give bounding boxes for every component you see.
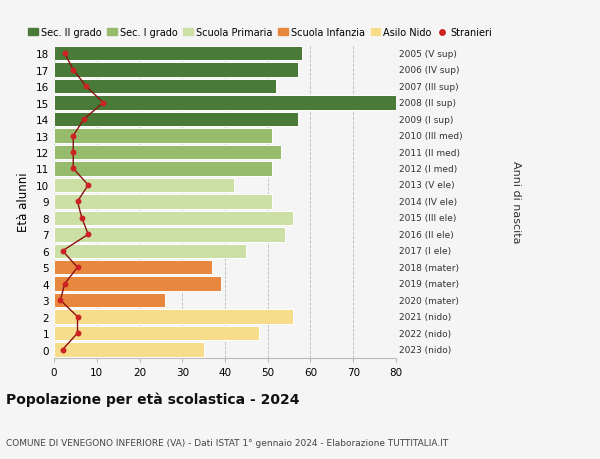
Bar [54, 146, 281, 160]
Bar [54, 310, 293, 324]
Point [56, 297, 65, 304]
Point [83, 182, 93, 189]
Text: 2012 (I med): 2012 (I med) [399, 165, 457, 174]
Text: 2005 (V sup): 2005 (V sup) [399, 50, 457, 59]
Bar [54, 342, 203, 357]
Bar [54, 129, 272, 144]
Point [68, 67, 78, 74]
Text: 2006 (IV sup): 2006 (IV sup) [399, 66, 460, 75]
Bar [54, 96, 396, 111]
Point [58, 346, 67, 353]
Bar [54, 195, 272, 209]
Bar [54, 112, 298, 127]
Legend: Sec. II grado, Sec. I grado, Scuola Primaria, Scuola Infanzia, Asilo Nido, Stran: Sec. II grado, Sec. I grado, Scuola Prim… [28, 28, 492, 38]
Point [73, 313, 82, 321]
Text: 2020 (mater): 2020 (mater) [399, 296, 459, 305]
Bar [54, 178, 233, 193]
Text: 2014 (IV ele): 2014 (IV ele) [399, 197, 457, 207]
Bar [54, 211, 293, 226]
Text: 2017 (I ele): 2017 (I ele) [399, 247, 451, 256]
Bar [54, 326, 259, 341]
Text: Popolazione per età scolastica - 2024: Popolazione per età scolastica - 2024 [6, 392, 299, 406]
Text: 2013 (V ele): 2013 (V ele) [399, 181, 455, 190]
Text: Anni di nascita: Anni di nascita [511, 161, 521, 243]
Bar [54, 260, 212, 275]
Y-axis label: Età alunni: Età alunni [17, 172, 31, 232]
Bar [54, 63, 298, 78]
Text: 2018 (mater): 2018 (mater) [399, 263, 459, 272]
Point [73, 264, 82, 271]
Bar [54, 244, 247, 258]
Point [83, 231, 93, 239]
Point [60, 280, 70, 288]
Point [68, 165, 78, 173]
Point [73, 198, 82, 206]
Text: 2011 (II med): 2011 (II med) [399, 148, 460, 157]
Text: 2008 (II sup): 2008 (II sup) [399, 99, 456, 108]
Text: 2019 (mater): 2019 (mater) [399, 280, 459, 289]
Text: 2009 (I sup): 2009 (I sup) [399, 115, 454, 124]
Text: 2016 (II ele): 2016 (II ele) [399, 230, 454, 239]
Bar [54, 293, 165, 308]
Point [73, 330, 82, 337]
Bar [54, 277, 221, 291]
Text: 2010 (III med): 2010 (III med) [399, 132, 463, 141]
Text: 2015 (III ele): 2015 (III ele) [399, 214, 457, 223]
Point [98, 100, 108, 107]
Point [68, 133, 78, 140]
Bar [54, 228, 285, 242]
Bar [54, 47, 302, 62]
Text: 2022 (nido): 2022 (nido) [399, 329, 451, 338]
Text: 2007 (III sup): 2007 (III sup) [399, 83, 458, 91]
Point [58, 247, 67, 255]
Point [77, 215, 86, 222]
Point [81, 83, 91, 90]
Text: COMUNE DI VENEGONO INFERIORE (VA) - Dati ISTAT 1° gennaio 2024 - Elaborazione TU: COMUNE DI VENEGONO INFERIORE (VA) - Dati… [6, 438, 448, 448]
Point [60, 50, 70, 58]
Bar [54, 162, 272, 176]
Point [79, 116, 89, 123]
Bar [54, 80, 276, 94]
Text: 2021 (nido): 2021 (nido) [399, 313, 451, 321]
Text: 2023 (nido): 2023 (nido) [399, 345, 451, 354]
Point [68, 149, 78, 157]
